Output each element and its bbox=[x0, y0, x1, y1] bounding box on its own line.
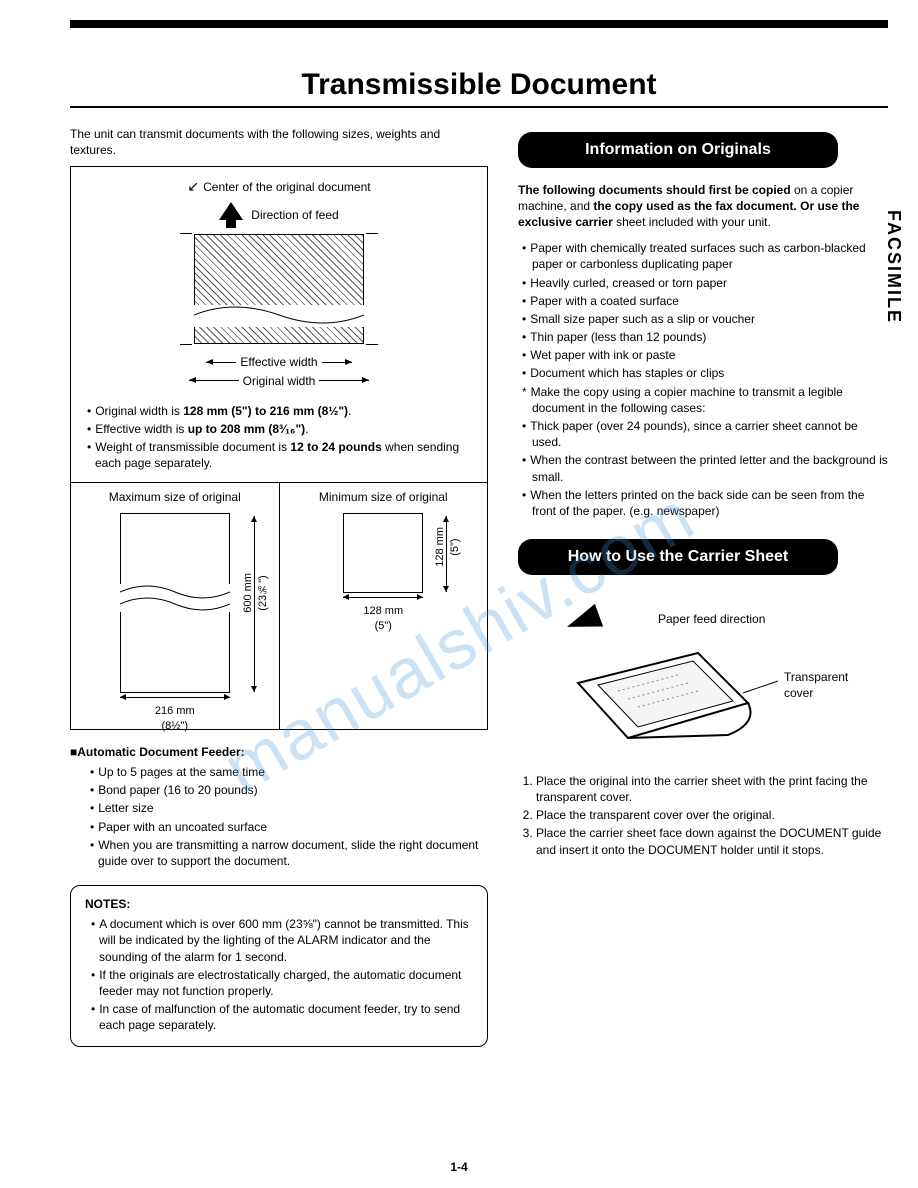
transparent-cover-label: Transparent cover bbox=[784, 669, 848, 701]
notes-box: NOTES: A document which is over 600 mm (… bbox=[70, 885, 488, 1047]
max-width-label: 216 mm(8½") bbox=[77, 704, 273, 734]
center-arrow-icon: ↙ bbox=[187, 177, 199, 196]
adf-item: Letter size bbox=[90, 800, 488, 816]
adf-item: Paper with an uncoated surface bbox=[90, 819, 488, 835]
title-rule bbox=[70, 106, 888, 108]
effective-width-label: Effective width bbox=[240, 354, 317, 370]
page-title: Transmissible Document bbox=[70, 68, 888, 102]
center-label: Center of the original document bbox=[203, 179, 370, 195]
note-item: In case of malfunction of the automatic … bbox=[91, 1001, 473, 1033]
carrier-diagram: Paper feed direction Transparent cover bbox=[538, 603, 888, 763]
adf-item: When you are transmitting a narrow docum… bbox=[90, 837, 488, 869]
spec-item: Original width is 128 mm (5") to 216 mm … bbox=[87, 403, 477, 419]
spec-item: Effective width is up to 208 mm (8³⁄₁₆")… bbox=[87, 421, 477, 437]
up-arrow-icon bbox=[219, 202, 243, 228]
list-item: When the contrast between the printed le… bbox=[522, 452, 888, 484]
min-width-label: 128 mm(5") bbox=[286, 604, 482, 634]
specs-list: Original width is 128 mm (5") to 216 mm … bbox=[71, 397, 487, 482]
right-intro: The following documents should first be … bbox=[518, 182, 888, 231]
list-item: Paper with chemically treated surfaces s… bbox=[522, 240, 888, 272]
max-size-header: Maximum size of original bbox=[77, 489, 273, 505]
step-item: Place the original into the carrier shee… bbox=[536, 773, 888, 805]
note-item: A document which is over 600 mm (23⅝") c… bbox=[91, 916, 473, 965]
min-rect-icon bbox=[343, 513, 423, 593]
original-width-label: Original width bbox=[243, 373, 316, 389]
step-item: Place the transparent cover over the ori… bbox=[536, 807, 888, 823]
spec-item: Weight of transmissible document is 12 t… bbox=[87, 439, 477, 471]
list-item-star: Make the copy using a copier machine to … bbox=[522, 384, 888, 416]
adf-item: Bond paper (16 to 20 pounds) bbox=[90, 782, 488, 798]
list-item: Wet paper with ink or paste bbox=[522, 347, 888, 363]
hatched-document-icon bbox=[194, 234, 364, 344]
list-item: Heavily curled, creased or torn paper bbox=[522, 275, 888, 291]
top-bar bbox=[70, 20, 888, 28]
banner-info-originals: Information on Originals bbox=[518, 132, 838, 168]
list-item: Small size paper such as a slip or vouch… bbox=[522, 311, 888, 327]
page-number: 1-4 bbox=[0, 1160, 918, 1174]
min-height-label: 128 mm(5") bbox=[433, 527, 463, 567]
left-column: The unit can transmit documents with the… bbox=[70, 126, 488, 1047]
adf-item: Up to 5 pages at the same time bbox=[90, 764, 488, 780]
diagram-box: ↙ Center of the original document Direct… bbox=[70, 166, 488, 729]
min-size-header: Minimum size of original bbox=[286, 489, 482, 505]
list-item: Thin paper (less than 12 pounds) bbox=[522, 329, 888, 345]
side-tab: FACSIMILE bbox=[883, 210, 904, 324]
note-item: If the originals are electrostatically c… bbox=[91, 967, 473, 999]
list-item: When the letters printed on the back sid… bbox=[522, 487, 888, 519]
notes-title: NOTES: bbox=[85, 896, 473, 912]
banner-carrier-sheet: How to Use the Carrier Sheet bbox=[518, 539, 838, 575]
list-item: Thick paper (over 24 pounds), since a ca… bbox=[522, 418, 888, 450]
list-item: Document which has staples or clips bbox=[522, 365, 888, 381]
carrier-sheet-icon bbox=[548, 623, 808, 763]
max-rect-icon bbox=[120, 513, 230, 693]
left-intro: The unit can transmit documents with the… bbox=[70, 126, 488, 158]
feed-label: Direction of feed bbox=[251, 207, 338, 223]
step-item: Place the carrier sheet face down agains… bbox=[536, 825, 888, 857]
adf-list: Up to 5 pages at the same time Bond pape… bbox=[70, 764, 488, 869]
carrier-steps: Place the original into the carrier shee… bbox=[518, 773, 888, 858]
right-column: Information on Originals The following d… bbox=[518, 126, 888, 1047]
max-height-label: 600 mm(23⅝") bbox=[241, 573, 271, 613]
list-item: Paper with a coated surface bbox=[522, 293, 888, 309]
adf-heading: Automatic Document Feeder: bbox=[70, 744, 488, 760]
originals-list: Paper with chemically treated surfaces s… bbox=[518, 240, 888, 519]
